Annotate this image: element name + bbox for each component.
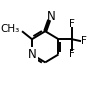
Text: F: F <box>81 36 87 46</box>
Text: F: F <box>69 19 75 29</box>
Text: N: N <box>28 48 36 61</box>
Text: F: F <box>69 49 75 59</box>
Text: N: N <box>47 10 56 23</box>
Text: CH₃: CH₃ <box>1 24 20 34</box>
